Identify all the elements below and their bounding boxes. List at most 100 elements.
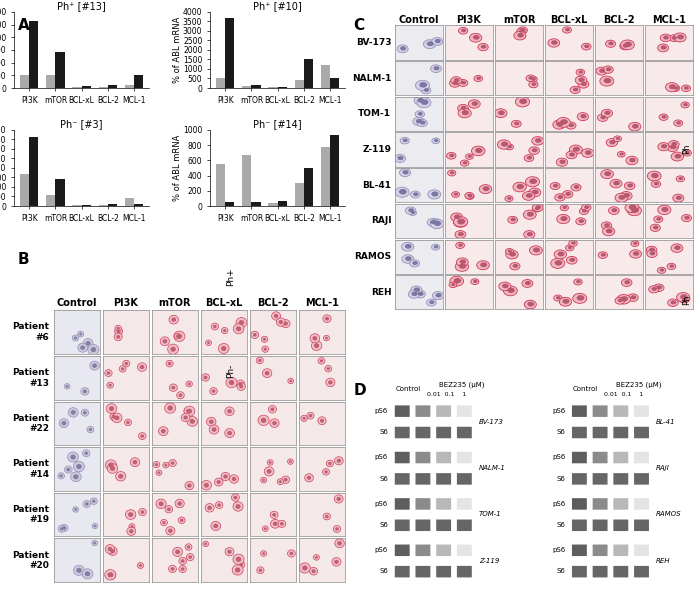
Circle shape xyxy=(421,99,428,105)
Circle shape xyxy=(233,502,243,511)
Circle shape xyxy=(328,380,332,384)
Circle shape xyxy=(109,406,114,411)
Text: NALM-1: NALM-1 xyxy=(479,465,506,471)
FancyBboxPatch shape xyxy=(436,498,451,510)
Circle shape xyxy=(325,317,329,321)
Circle shape xyxy=(433,292,444,299)
Circle shape xyxy=(272,312,281,320)
Text: RAJI: RAJI xyxy=(657,465,670,471)
Circle shape xyxy=(270,519,280,528)
Circle shape xyxy=(460,260,466,264)
Circle shape xyxy=(111,549,115,553)
Circle shape xyxy=(570,86,580,93)
FancyBboxPatch shape xyxy=(436,426,451,438)
Circle shape xyxy=(522,191,535,200)
Circle shape xyxy=(272,513,276,517)
Circle shape xyxy=(66,468,70,472)
Text: pS6: pS6 xyxy=(552,501,565,507)
Circle shape xyxy=(260,477,267,483)
Circle shape xyxy=(323,335,330,341)
Circle shape xyxy=(214,478,223,486)
Bar xyxy=(216,164,225,206)
Circle shape xyxy=(648,171,661,181)
Circle shape xyxy=(168,529,173,533)
FancyBboxPatch shape xyxy=(593,405,608,417)
Circle shape xyxy=(239,320,244,325)
Circle shape xyxy=(108,572,113,577)
Circle shape xyxy=(682,296,688,301)
Text: PI3K: PI3K xyxy=(456,15,482,25)
Circle shape xyxy=(468,194,472,198)
Circle shape xyxy=(417,98,424,103)
Circle shape xyxy=(398,156,404,160)
FancyBboxPatch shape xyxy=(436,452,451,463)
Circle shape xyxy=(462,110,469,115)
Circle shape xyxy=(575,76,587,84)
Circle shape xyxy=(325,365,332,372)
Circle shape xyxy=(184,406,195,416)
Circle shape xyxy=(432,37,442,45)
Circle shape xyxy=(261,336,268,342)
Circle shape xyxy=(258,415,269,425)
Circle shape xyxy=(184,407,192,415)
Circle shape xyxy=(510,217,516,222)
Circle shape xyxy=(430,219,442,227)
Circle shape xyxy=(559,160,566,164)
Circle shape xyxy=(337,497,341,501)
Circle shape xyxy=(289,380,292,383)
Circle shape xyxy=(211,323,218,330)
Circle shape xyxy=(659,268,664,271)
Text: pS6: pS6 xyxy=(552,547,565,553)
Circle shape xyxy=(503,286,517,296)
Circle shape xyxy=(239,563,243,566)
Circle shape xyxy=(253,333,257,337)
Circle shape xyxy=(112,415,116,419)
Bar xyxy=(251,85,260,88)
Circle shape xyxy=(531,83,536,86)
Circle shape xyxy=(517,33,524,37)
Circle shape xyxy=(304,474,314,482)
Circle shape xyxy=(216,501,223,508)
Circle shape xyxy=(532,204,543,211)
Circle shape xyxy=(505,195,513,201)
Circle shape xyxy=(318,358,325,364)
Circle shape xyxy=(498,140,510,149)
Circle shape xyxy=(458,27,468,34)
Circle shape xyxy=(566,122,576,129)
Circle shape xyxy=(289,460,292,463)
Circle shape xyxy=(651,181,661,187)
Text: S6: S6 xyxy=(556,568,565,574)
Circle shape xyxy=(576,218,586,225)
Circle shape xyxy=(513,182,526,192)
Circle shape xyxy=(623,43,629,48)
Circle shape xyxy=(83,450,90,457)
Text: PI3K: PI3K xyxy=(113,298,139,308)
Circle shape xyxy=(566,245,574,251)
Circle shape xyxy=(64,384,70,389)
Circle shape xyxy=(60,525,68,532)
Circle shape xyxy=(626,156,638,165)
Circle shape xyxy=(670,144,676,149)
Circle shape xyxy=(116,335,120,339)
Circle shape xyxy=(427,41,434,46)
Circle shape xyxy=(169,460,176,466)
Circle shape xyxy=(582,43,591,50)
Circle shape xyxy=(119,366,126,372)
Circle shape xyxy=(402,138,408,142)
Circle shape xyxy=(621,40,634,50)
Circle shape xyxy=(684,86,689,90)
Circle shape xyxy=(629,158,636,162)
Circle shape xyxy=(236,557,241,562)
Text: RAMOS: RAMOS xyxy=(657,511,682,517)
Circle shape xyxy=(434,221,441,226)
Circle shape xyxy=(669,264,674,268)
Circle shape xyxy=(450,276,463,286)
Circle shape xyxy=(165,505,173,513)
Circle shape xyxy=(70,454,76,460)
Circle shape xyxy=(58,473,64,479)
Circle shape xyxy=(563,299,568,304)
Bar xyxy=(108,204,117,206)
Circle shape xyxy=(573,147,580,151)
Circle shape xyxy=(548,39,560,47)
Circle shape xyxy=(674,245,681,250)
